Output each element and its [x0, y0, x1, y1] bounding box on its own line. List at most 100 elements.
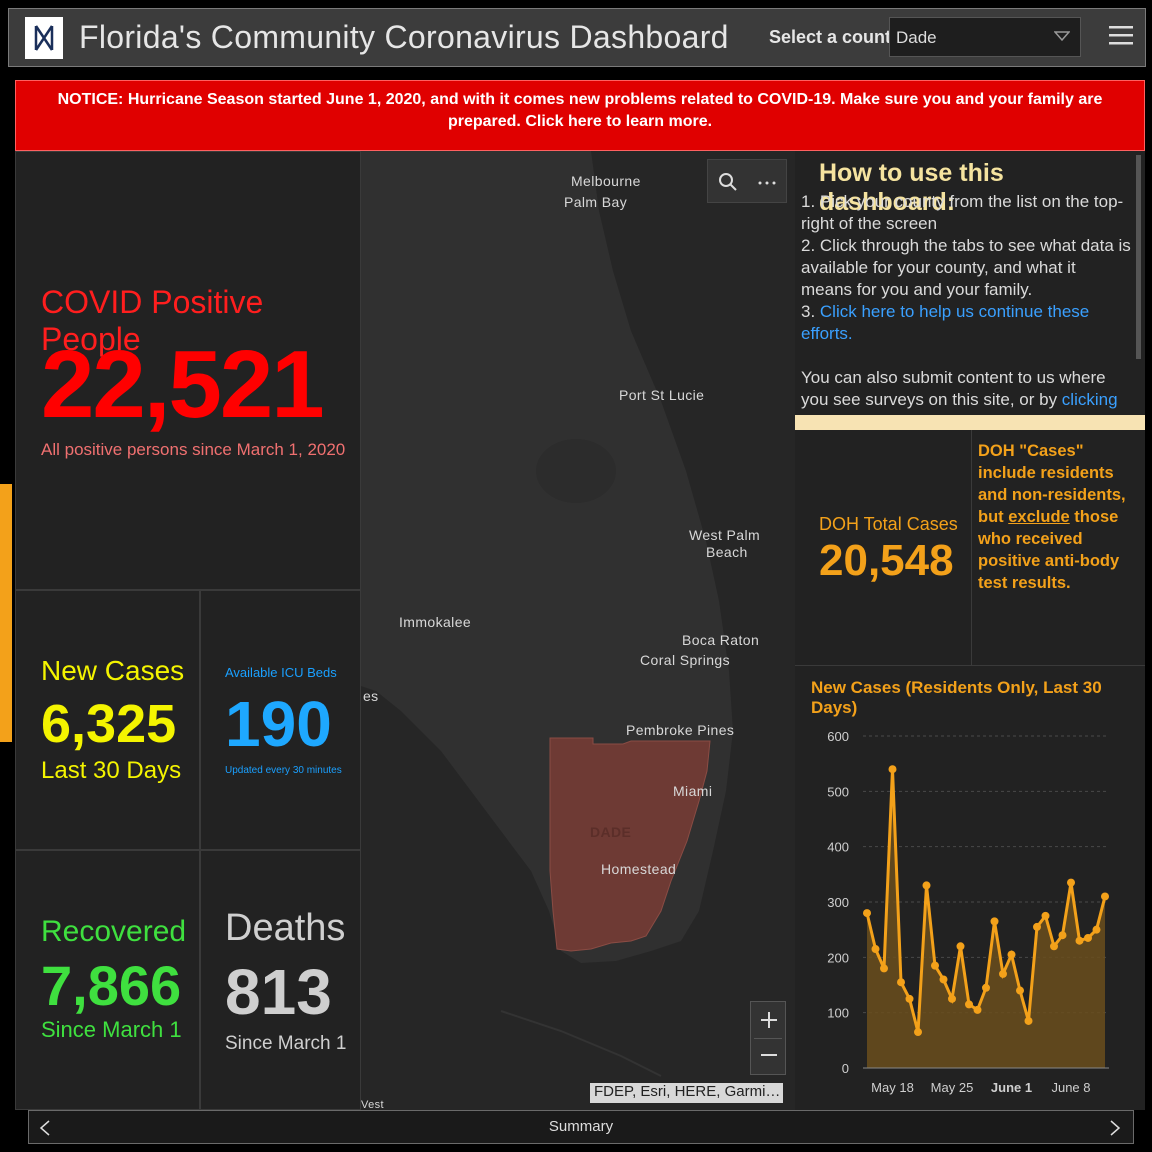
chart-point: [990, 917, 999, 926]
chart-point: [897, 978, 905, 987]
chart-y-tick-label: 200: [827, 950, 849, 965]
county-select[interactable]: Dade: [889, 17, 1081, 57]
place-label-dade: DADE: [590, 824, 632, 840]
chart-y-tick-label: 300: [827, 895, 849, 910]
chart-point: [914, 1028, 922, 1037]
hurricane-notice-banner[interactable]: NOTICE: Hurricane Season started June 1,…: [15, 80, 1145, 151]
doh-note-part-a: DOH "Cases" include residents and non-re…: [978, 442, 1126, 526]
recovered-panel: Recovered 7,866 Since March 1: [15, 850, 200, 1110]
submit-clicking-link[interactable]: clicking: [1061, 390, 1118, 409]
help-efforts-link[interactable]: Click here to help us continue these eff…: [801, 302, 1090, 343]
county-select-label: Select a county: [769, 27, 902, 47]
chart-y-tick-label: 600: [827, 729, 849, 744]
how-to-divider: [795, 415, 1145, 430]
place-label-miami: Miami: [673, 783, 713, 799]
chart-title: New Cases (Residents Only, Last 30 Days): [811, 678, 1102, 717]
new-cases-title: New Cases: [41, 655, 185, 686]
how-to-body: 1. Pick your county from the list on the…: [801, 191, 1131, 411]
chart-point: [982, 983, 990, 992]
how-to-title: How to use this dashboard:: [819, 159, 1004, 216]
chart-point: [1016, 986, 1024, 995]
chart-point: [1075, 936, 1084, 945]
how-to-step-3-prefix: 3.: [801, 302, 820, 321]
chart-point: [1084, 933, 1092, 942]
how-to-submit-text: You can also submit content to us where …: [801, 368, 1106, 409]
county-select-value: Dade: [896, 28, 937, 47]
positive-title: COVID Positive People: [41, 284, 264, 357]
chart-y-tick-label: 100: [827, 1006, 849, 1021]
place-label-west-palm-beach: Beach: [706, 544, 748, 560]
place-label-palm-bay: Palm Bay: [564, 194, 628, 210]
place-label-coral-springs: Coral Springs: [640, 652, 731, 668]
more-options-icon[interactable]: [758, 180, 776, 186]
new-cases-panel: New Cases 6,325 Last 30 Days: [15, 590, 200, 850]
icu-subtitle: Updated every 30 minutes: [225, 765, 342, 776]
map-attribution[interactable]: FDEP, Esri, HERE, Garmi…: [590, 1083, 783, 1103]
previous-tab-icon[interactable]: [39, 1120, 51, 1136]
chart-y-tick-label: 400: [827, 840, 849, 855]
doh-note-panel: DOH "Cases" include residents and non-re…: [972, 430, 1145, 665]
chart-point: [1041, 911, 1050, 920]
place-label-immokalee: Immokalee: [399, 614, 472, 630]
chart-point: [965, 1000, 973, 1009]
zoom-in-icon[interactable]: [760, 1011, 778, 1029]
chart-point: [973, 1005, 982, 1014]
current-tab-label: Summary: [548, 1118, 614, 1135]
icu-title: Available ICU Beds: [225, 665, 337, 680]
chart-y-tick-label: 500: [827, 784, 849, 799]
deaths-subtitle: Since March 1: [225, 1033, 347, 1054]
logo-icon: [25, 17, 63, 59]
doh-note-part-b: those who received positive anti-body te…: [978, 508, 1120, 592]
chart-y-tick-label: 0: [842, 1061, 849, 1076]
zoom-out-icon[interactable]: [760, 1046, 778, 1064]
recovered-title: Recovered: [41, 915, 187, 948]
how-to-step-3: 3. Click here to help us continue these …: [801, 301, 1131, 345]
zoom-control: [750, 1001, 786, 1075]
chart-point: [863, 909, 871, 918]
chart-point: [1092, 925, 1101, 934]
chart-x-tick-label: June 8: [1051, 1080, 1090, 1095]
how-to-submit: You can also submit content to us where …: [801, 367, 1131, 411]
new-cases-subtitle: Last 30 Days: [41, 757, 182, 784]
chart-point: [888, 765, 897, 774]
icu-value: 190: [225, 688, 332, 760]
search-icon[interactable]: [718, 172, 738, 192]
doh-total-panel: DOH Total Cases 20,548: [795, 430, 972, 665]
chart-area: [867, 769, 1105, 1068]
icu-beds-panel: Available ICU Beds 190 Updated every 30 …: [200, 590, 361, 850]
chart-point: [871, 945, 880, 954]
map-canvas: [361, 151, 795, 1110]
place-label-homestead: Homestead: [601, 861, 677, 877]
page-title: Florida's Community Coronavirus Dashboar…: [79, 19, 729, 55]
doh-note: DOH "Cases" include residents and non-re…: [978, 440, 1138, 594]
deaths-title: Deaths: [225, 907, 346, 949]
chart-point: [1033, 922, 1041, 931]
place-label-west-palm: West Palm: [689, 527, 761, 543]
hamburger-menu-icon[interactable]: [1109, 23, 1133, 47]
positive-subtitle: All positive persons since March 1, 2020: [41, 440, 346, 459]
doh-title: DOH Total Cases: [819, 514, 958, 534]
chevron-down-icon: [1054, 31, 1070, 42]
doh-note-exclude: exclude: [1008, 508, 1070, 526]
place-label-port-st-lucie: Port St Lucie: [619, 387, 705, 403]
side-panel-toggle[interactable]: [0, 484, 12, 742]
how-to-scrollbar[interactable]: [1136, 155, 1141, 359]
county-map[interactable]: Melbourne Palm Bay Port St Lucie West Pa…: [361, 151, 795, 1110]
chart-point: [880, 964, 888, 973]
chart-point: [1101, 892, 1109, 901]
chart-point: [1067, 878, 1075, 887]
place-label-pembroke-pines: Pembroke Pines: [626, 722, 735, 738]
chart-x-tick-label: June 1: [991, 1080, 1032, 1095]
new-cases-chart[interactable]: 0 100 200 300 400 500 600 May 18 May 25 June 1 Jun…: [795, 666, 1145, 1111]
place-label-melbourne: Melbourne: [571, 173, 641, 189]
chart-point: [922, 881, 931, 890]
chart-point: [1007, 950, 1016, 959]
chart-point: [999, 969, 1007, 978]
chart-point: [956, 942, 965, 951]
chart-point: [1050, 942, 1058, 951]
next-tab-icon[interactable]: [1109, 1120, 1121, 1136]
recovered-value: 7,866: [41, 954, 182, 1017]
header-bar: Florida's Community Coronavirus Dashboar…: [8, 8, 1146, 67]
dade-county-shape[interactable]: [549, 737, 711, 952]
recovered-subtitle: Since March 1: [41, 1017, 182, 1042]
